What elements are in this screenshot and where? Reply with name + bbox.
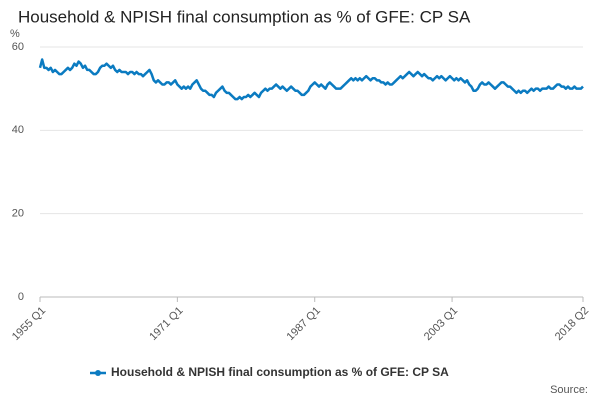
y-axis-label: % [10,28,20,40]
legend-marker [95,370,101,376]
chart-title: Household & NPISH final consumption as %… [18,7,471,26]
y-tick-label: 0 [18,291,24,303]
legend-label: Household & NPISH final consumption as %… [111,365,449,379]
y-tick-label: 60 [12,41,24,53]
source: Source: [550,384,588,396]
x-tick-label: 2018 Q2 [553,305,591,343]
y-tick-label: 20 [12,208,24,220]
series-line [38,58,584,101]
x-tick-label: 1955 Q1 [10,305,48,343]
x-tick-label: 1971 Q1 [147,305,185,343]
y-tick-label: 40 [12,124,24,136]
x-tick-label: 2003 Q1 [422,305,460,343]
x-tick-label: 1987 Q1 [285,305,323,343]
